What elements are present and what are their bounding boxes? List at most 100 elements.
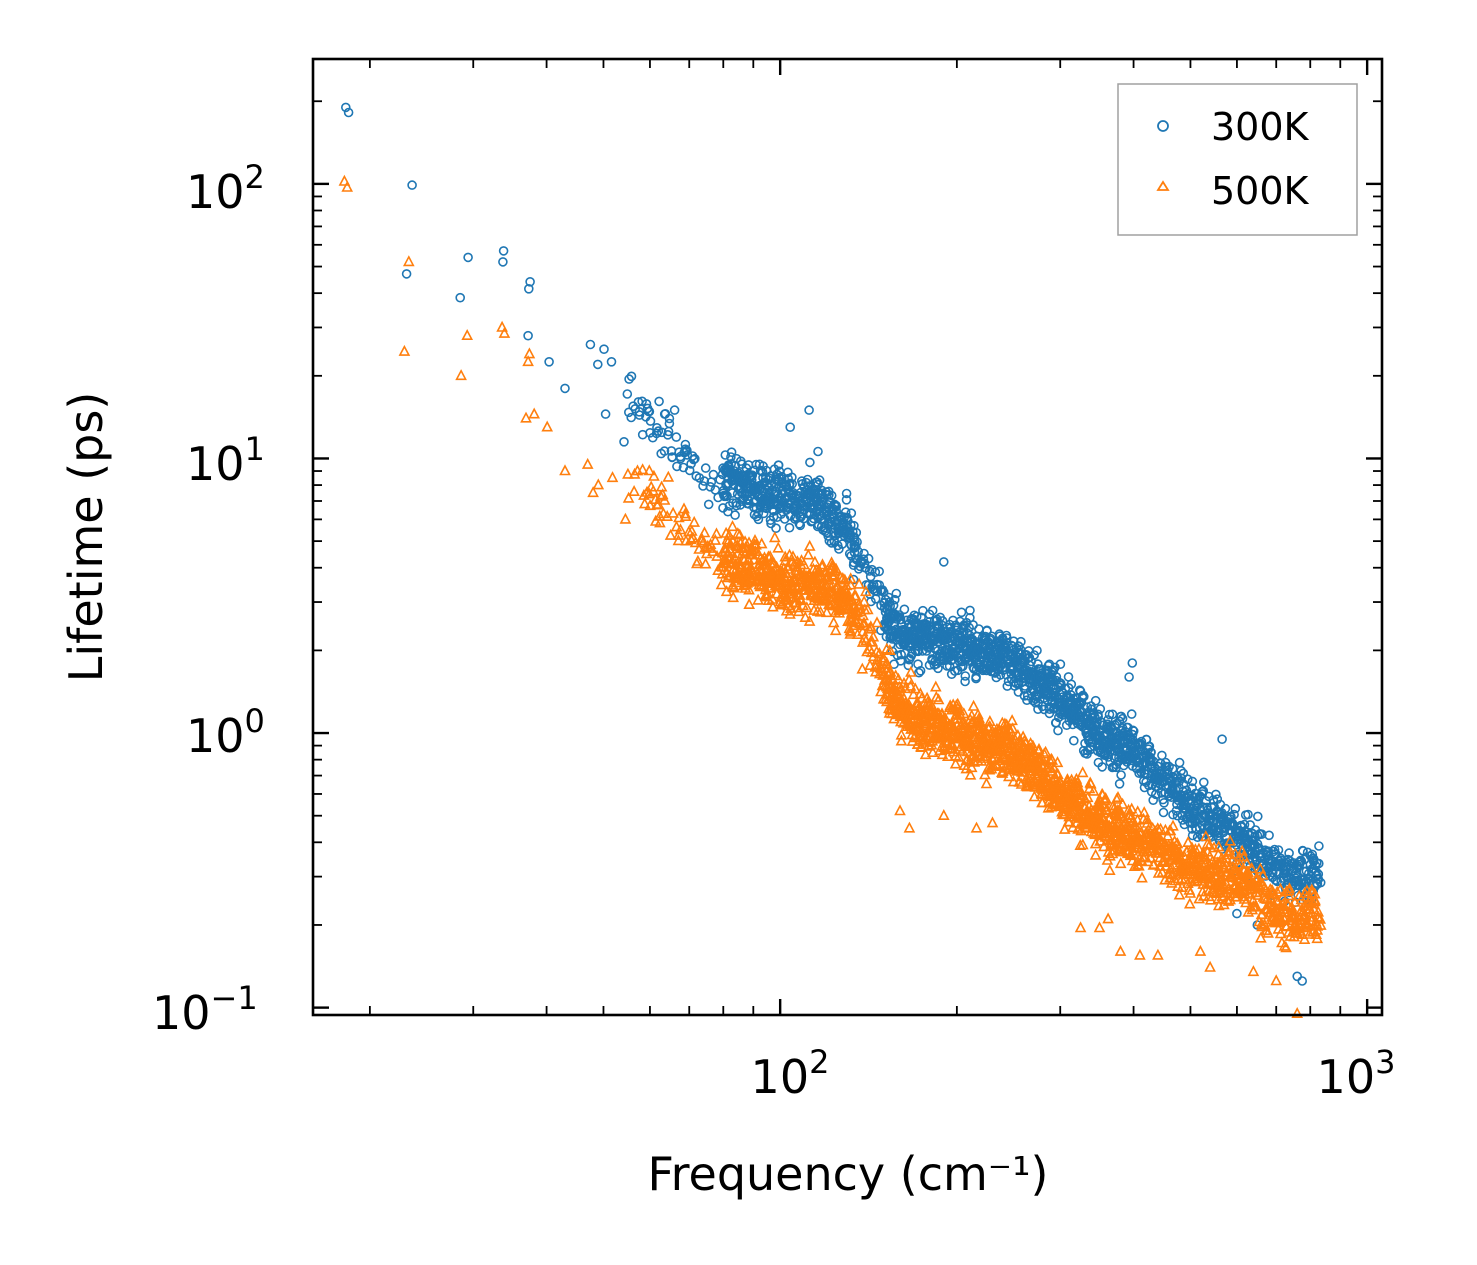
data-point [807,562,820,574]
data-point [1208,795,1219,805]
data-point [699,476,710,486]
data-point [1069,735,1079,746]
data-point [909,682,922,694]
data-point [1095,704,1106,714]
data-point [1229,847,1242,859]
data-point [1039,745,1052,757]
data-point [638,497,651,509]
data-point [343,107,354,118]
data-point [1305,906,1318,918]
data-point [619,512,632,524]
data-point [1058,822,1071,834]
data-point [952,750,965,762]
data-point [802,474,813,485]
data-point [859,585,872,597]
data-point [984,714,996,727]
data-point [1148,795,1158,806]
data-point [726,520,739,532]
data-point [1269,844,1280,855]
data-point [401,269,412,279]
data-point [1138,806,1151,818]
data-point [682,445,692,456]
series-500K-points [338,174,1327,1019]
data-point [1094,803,1106,815]
data-point [1053,725,1063,736]
data-point [1089,837,1102,849]
data-point [747,470,758,481]
data-point [1234,857,1247,869]
data-point [915,665,926,676]
data-point [622,389,633,399]
data-point [688,515,701,527]
data-point [768,531,781,543]
data-point [1188,848,1200,860]
data-point [829,499,840,510]
data-point [672,528,685,540]
data-point [784,607,796,619]
data-point [949,757,962,769]
data-point [1203,838,1216,850]
data-point [498,326,511,338]
data-point [1262,926,1274,938]
data-point [751,459,761,470]
x-axis-label: Frequency (cm⁻¹) [648,1147,1049,1201]
data-point [1253,811,1263,822]
data-point [771,587,783,599]
data-point [703,499,714,510]
data-point [791,560,804,572]
data-point [1127,729,1138,740]
data-point [884,665,897,677]
data-point [654,489,667,501]
data-point [654,516,666,528]
data-point [658,493,671,505]
data-point [1136,871,1148,883]
data-point [1193,892,1206,904]
data-point [1274,914,1287,927]
data-point [926,745,939,758]
data-point [664,418,675,429]
data-point [1104,849,1116,861]
data-point [341,180,354,192]
data-point [656,427,667,438]
data-point [1050,767,1063,779]
data-point [851,527,862,538]
data-point [956,721,969,733]
data-point [1314,858,1324,869]
data-point [846,508,857,519]
data-point [1146,747,1156,758]
data-point [748,553,760,565]
data-point [844,572,857,584]
data-point [1076,766,1089,778]
data-point [1141,813,1153,825]
data-point [996,716,1009,728]
data-point [1002,770,1015,782]
data-point [1089,731,1100,742]
data-point [841,488,852,499]
data-point [1273,845,1284,855]
data-point [891,588,902,599]
data-point [1283,884,1295,896]
data-point [1116,711,1126,722]
data-point [1061,775,1074,787]
data-point [685,533,697,545]
data-point [560,383,570,394]
data-point [895,734,908,746]
data-point [1036,796,1049,808]
data-point [1184,886,1197,898]
data-point [1098,840,1110,852]
data-point [1174,757,1185,768]
data-point [733,528,746,540]
data-point [1055,659,1066,670]
data-point [1183,897,1196,909]
data-point [402,255,415,267]
data-point [728,581,741,593]
data-point [1063,815,1075,827]
data-point [641,399,652,409]
data-point [858,595,870,607]
data-point [1126,709,1137,719]
data-point [831,501,842,512]
data-point [856,662,869,674]
data-point [1114,778,1125,789]
data-point [1220,803,1231,814]
